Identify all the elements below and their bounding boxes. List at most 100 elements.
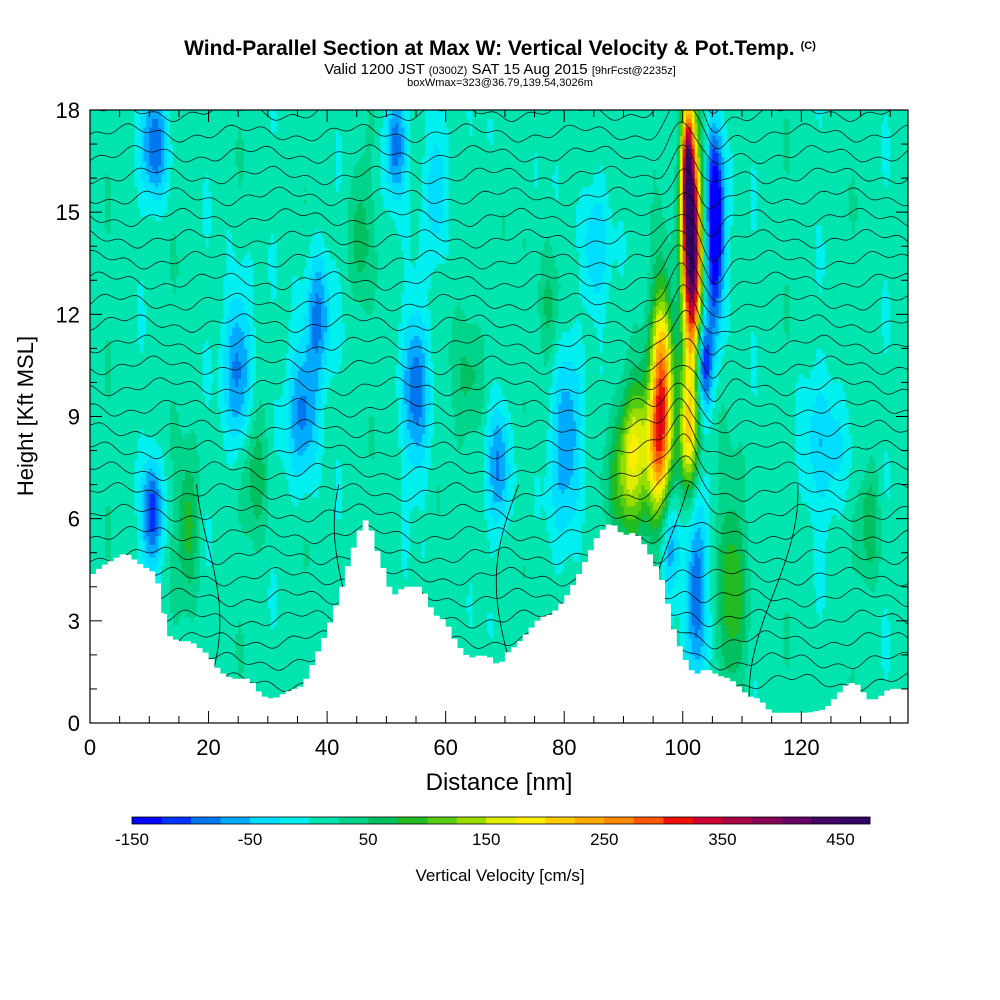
w-cell [884,186,888,281]
w-cell [549,246,553,290]
w-cell [335,190,340,269]
w-cell [507,522,512,660]
w-cell [750,110,755,166]
w-cell [573,420,577,447]
theta-contour [90,364,908,402]
w-cell [365,254,370,315]
w-cell [685,246,690,256]
w-cell [641,518,645,537]
w-cell [196,591,201,656]
w-cell [706,207,710,222]
w-cell [137,437,141,566]
w-cell [149,454,153,469]
w-cell [481,335,485,409]
w-cell [288,318,293,379]
w-cell [276,454,281,703]
w-cell [774,110,779,720]
w-cell [143,161,147,188]
w-cell [558,488,562,532]
w-cell [134,514,138,566]
w-cell [819,446,823,498]
w-cell [679,165,684,234]
w-cell [335,110,340,132]
w-cell [691,437,696,452]
w-cell [825,399,829,490]
w-cell [819,437,823,447]
w-cell [641,356,645,379]
w-cell [496,425,500,452]
w-cell [700,263,704,294]
w-cell [863,110,867,473]
w-cell [490,386,494,417]
w-cell [95,110,100,579]
w-cell [641,407,645,426]
w-cell [727,335,731,435]
colorbar-swatch [663,817,694,824]
w-cell [460,310,464,358]
w-cell [410,314,414,341]
w-cell [181,110,186,439]
w-cell [608,514,613,532]
w-cell [682,139,687,149]
w-cell [516,110,521,652]
w-cell [306,110,310,256]
w-cell [667,318,672,332]
w-cell [691,565,696,626]
w-cell [161,216,165,456]
w-cell [493,429,497,503]
w-cell [694,659,699,681]
w-cell [178,429,183,498]
w-cell [410,510,414,596]
w-cell [291,276,295,362]
colorbar-tick-label: 250 [590,830,618,849]
w-cell [635,514,639,532]
w-cell [466,390,470,435]
w-cell [819,348,823,392]
w-cell [267,246,272,281]
w-cell [664,335,669,349]
w-cell [155,552,159,566]
w-cell [149,127,153,166]
w-cell [552,365,556,409]
w-cell [564,390,568,490]
w-cell [247,110,251,251]
w-cell [226,314,230,426]
w-cell [146,173,150,192]
w-cell [469,135,473,324]
x-tick-label: 40 [315,735,339,760]
w-cell [590,110,595,183]
w-cell [611,395,616,430]
w-cell [356,203,361,273]
w-cell [703,335,707,349]
w-cell [602,514,607,537]
w-cell [682,497,687,511]
w-cell [267,110,272,115]
w-cell [845,110,850,409]
w-cell [807,510,811,720]
w-cell [451,110,456,320]
w-cell [149,110,153,128]
w-cell [644,369,648,388]
w-cell [845,488,850,690]
w-cell [507,476,512,524]
w-cell [552,565,556,622]
w-cell [706,412,710,435]
w-cell [250,258,254,409]
w-cell [869,484,873,562]
w-cell [475,110,479,324]
w-cell [472,433,476,664]
w-cell [487,139,491,405]
w-cell [656,348,660,362]
w-cell [576,318,580,375]
w-cell [667,369,672,443]
w-cell [324,365,328,405]
w-cell [418,110,423,213]
w-cell [688,339,693,354]
w-cell [697,195,702,213]
w-cell [670,322,675,345]
w-cell [629,399,633,413]
w-cell [487,403,491,439]
w-cell [184,433,189,473]
y-tick-label: 12 [56,302,80,327]
